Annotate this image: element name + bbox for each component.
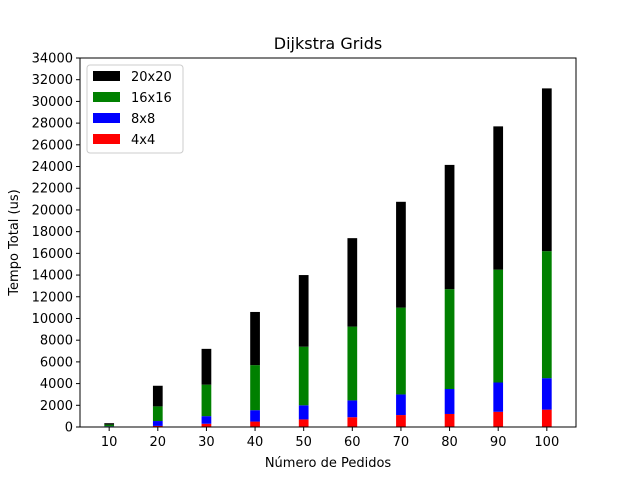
y-tick-label: 18000 [32,225,73,240]
y-tick-label: 28000 [32,117,73,132]
y-tick-label: 22000 [32,182,73,197]
y-tick-label: 10000 [32,312,73,327]
x-tick-label: 40 [247,435,264,450]
legend-swatch-8x8 [93,113,120,123]
x-tick-label: 90 [490,435,507,450]
bar-20x20-80 [444,164,455,290]
bar-4x4-20 [152,425,163,427]
bar-16x16-40 [250,365,260,411]
bar-4x4-40 [250,421,260,427]
legend-swatch-16x16 [93,92,120,102]
bar-8x8-30 [201,416,212,424]
bar-16x16-30 [201,384,212,417]
y-tick-label: 0 [65,421,73,436]
bar-8x8-70 [396,394,406,416]
bar-20x20-60 [347,238,358,327]
bars-layer [104,88,552,427]
bar-16x16-10 [104,424,115,427]
legend-swatch-4x4 [93,134,120,144]
x-axis: 10 20 30 40 50 60 70 80 90 100 [101,427,559,450]
bar-4x4-90 [493,411,504,427]
legend-frame [86,64,184,154]
bar-20x20-70 [396,201,406,308]
legend-label-8x8: 8x8 [131,112,155,127]
x-tick-label: 70 [393,435,410,450]
bar-16x16-20 [152,406,163,422]
bar-4x4-80 [444,413,455,427]
y-tick-label: 2000 [40,399,73,414]
y-tick-label: 26000 [32,138,73,153]
bar-20x20-20 [152,385,163,407]
bar-8x8-60 [347,400,358,418]
x-tick-label: 80 [441,435,458,450]
legend-label-16x16: 16x16 [131,91,172,106]
x-axis-label: Número de Pedidos [265,456,392,471]
bar-8x8-100 [541,378,552,410]
bar-20x20-50 [298,275,309,347]
legend-swatch-20x20 [93,71,120,81]
bar-8x8-50 [298,405,309,420]
x-tick-label: 30 [198,435,215,450]
bar-20x20-100 [541,88,552,252]
bar-4x4-50 [298,419,309,427]
x-tick-label: 20 [150,435,167,450]
bar-16x16-90 [493,269,504,383]
y-tick-label: 24000 [32,160,73,175]
legend: 20x20 16x16 8x8 4x4 [86,64,184,154]
bar-4x4-100 [541,409,552,427]
bar-8x8-40 [250,410,260,422]
x-tick-label: 60 [344,435,361,450]
y-axis: 0 2000 4000 6000 8000 10000 12000 14000 16000 180… [32,52,80,436]
y-tick-label: 8000 [40,334,73,349]
y-tick-label: 16000 [32,247,73,262]
y-tick-label: 12000 [32,290,73,305]
bar-16x16-100 [541,251,552,379]
y-tick-label: 6000 [40,355,73,370]
bar-16x16-70 [396,307,406,395]
y-tick-label: 4000 [40,377,73,392]
y-tick-label: 20000 [32,203,73,218]
legend-label-4x4: 4x4 [131,133,155,148]
y-tick-label: 14000 [32,269,73,284]
bar-8x8-90 [493,382,504,412]
bar-4x4-70 [396,415,406,427]
bar-16x16-80 [444,289,455,390]
legend-label-20x20: 20x20 [131,70,172,85]
bar-20x20-40 [250,311,260,366]
bar-4x4-60 [347,417,358,427]
y-tick-label: 34000 [32,52,73,67]
y-tick-label: 32000 [32,73,73,88]
chart-title: Dijkstra Grids [274,34,382,53]
bar-8x8-20 [152,421,163,426]
x-tick-label: 50 [295,435,312,450]
bar-4x4-30 [201,423,212,427]
bar-16x16-60 [347,326,358,401]
x-tick-label: 10 [101,435,118,450]
x-tick-label: 100 [534,435,559,450]
y-axis-label: Tempo Total (us) [7,189,22,296]
plot-frame [79,57,577,428]
y-tick-label: 30000 [32,95,73,110]
bar-20x20-30 [201,348,212,385]
bar-16x16-50 [298,346,309,406]
bar-20x20-10 [104,423,115,425]
bar-20x20-90 [493,126,504,270]
bar-8x8-80 [444,389,455,414]
